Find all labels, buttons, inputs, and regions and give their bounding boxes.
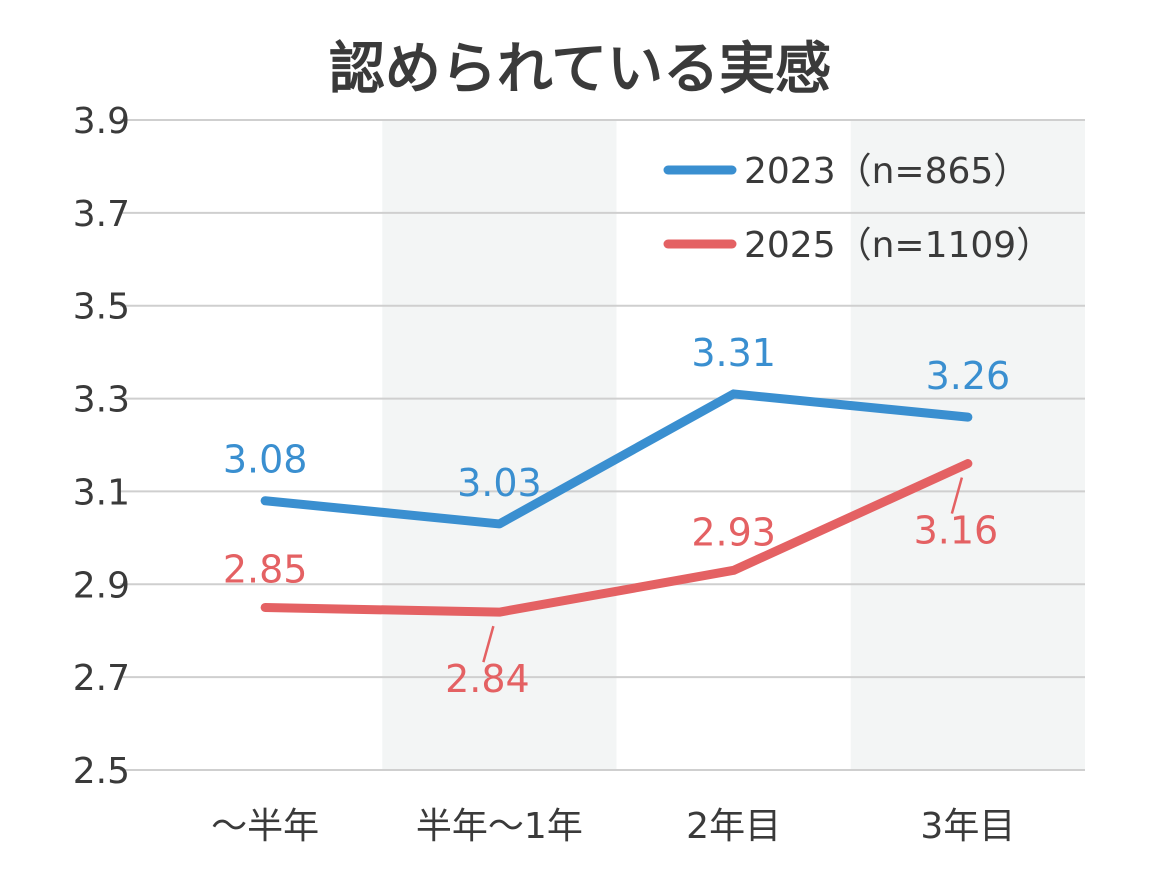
data-label: 3.16	[914, 509, 999, 553]
data-label: 2.84	[445, 657, 530, 701]
data-label: 3.08	[223, 438, 308, 482]
series-lines	[260, 389, 973, 617]
series-line-0	[260, 389, 973, 529]
legend: 2023（n=865） 2025（n=1109）	[663, 151, 1052, 266]
x-tick-label: 2年目	[686, 806, 781, 847]
data-label: 2.85	[223, 548, 308, 592]
data-label: 2.93	[691, 510, 776, 554]
x-tick-label: 〜半年	[211, 806, 319, 847]
leader-line	[950, 477, 964, 514]
data-label: 3.26	[926, 354, 1011, 398]
x-tick-label: 3年目	[920, 806, 1015, 847]
y-axis: 2.5 2.7 2.9 3.1 3.3 3.5 3.7 3.9	[73, 101, 130, 792]
x-axis: 〜半年 半年〜1年 2年目 3年目	[211, 806, 1015, 847]
column-band	[850, 120, 1085, 770]
data-label: 3.31	[691, 331, 776, 375]
y-tick-label: 2.5	[73, 751, 130, 792]
y-tick-label: 3.5	[73, 287, 130, 328]
column-bands	[382, 120, 1085, 770]
column-band	[382, 120, 617, 770]
chart-title: 認められている実感	[329, 37, 831, 102]
y-tick-label: 3.3	[73, 380, 130, 421]
data-label: 3.03	[457, 461, 542, 505]
y-tick-label: 2.7	[73, 658, 130, 699]
x-tick-label: 半年〜1年	[416, 806, 583, 847]
y-tick-label: 2.9	[73, 565, 130, 606]
series-line-1	[260, 459, 973, 617]
y-tick-label: 3.7	[73, 194, 130, 235]
gridlines	[120, 119, 1085, 771]
legend-label: 2025（n=1109）	[744, 225, 1052, 266]
leader-line	[482, 625, 495, 663]
legend-label: 2023（n=865）	[744, 151, 1029, 192]
y-tick-label: 3.1	[73, 472, 130, 513]
data-labels: 3.08 3.03 3.31 3.26 2.85 2.84 2.93 3.16	[223, 331, 1010, 701]
y-tick-label: 3.9	[73, 101, 130, 142]
